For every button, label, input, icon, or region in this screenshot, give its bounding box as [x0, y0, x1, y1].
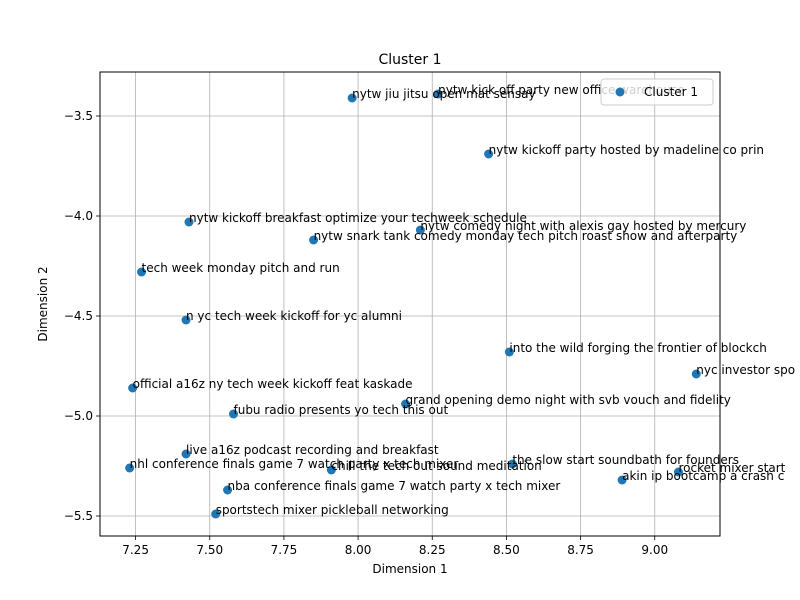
data-point-label: the slow start soundbath for founders: [512, 453, 739, 467]
legend-entry-label: Cluster 1: [644, 85, 698, 99]
data-point-label: nyc investor spo: [696, 363, 795, 377]
data-point-label: tech week monday pitch and run: [142, 261, 340, 275]
data-point-label: akin ip bootcamp a crash c: [622, 469, 784, 483]
data-point-label: nhl conference finals game 7 watch party…: [130, 457, 459, 471]
plot-frame: [99, 71, 721, 537]
grid-lines: [100, 72, 720, 536]
data-point: [484, 149, 494, 159]
data-point: [433, 89, 443, 99]
data-point: [309, 235, 319, 245]
y-tick-label: −4.0: [64, 209, 93, 223]
y-tick-label: −4.5: [64, 309, 93, 323]
x-tick-label: 8.00: [345, 543, 372, 557]
y-axis-ticks: −5.5 −5.0 −4.5 −4.0 −3.5: [64, 109, 100, 523]
x-tick-label: 9.00: [641, 543, 668, 557]
x-tick-label: 7.75: [271, 543, 298, 557]
data-point: [401, 399, 411, 409]
data-point: [326, 465, 336, 475]
data-point-label: nytw comedy night with alexis gay hosted…: [420, 219, 746, 233]
data-point-label: sportstech mixer pickleball networking: [216, 503, 449, 517]
data-point: [211, 509, 221, 519]
data-point-label: nytw jiu jitsu open mat sensay: [352, 87, 535, 101]
chart-title: Cluster 1: [378, 52, 441, 68]
data-point: [223, 485, 233, 495]
data-point-label: into the wild forging the frontier of bl…: [509, 341, 766, 355]
y-tick-label: −5.5: [64, 509, 93, 523]
data-point-label: official a16z ny tech week kickoff feat …: [133, 377, 413, 391]
legend: Cluster 1: [600, 78, 714, 106]
legend-marker: [615, 87, 625, 97]
data-point-label: rocket mixer start: [678, 461, 785, 475]
data-points: [125, 89, 701, 519]
data-point-label: chill the tech out sound meditation: [331, 459, 541, 473]
data-point: [184, 217, 194, 227]
data-point: [415, 225, 425, 235]
data-point-label: nytw kickoff party hosted by madeline co…: [489, 143, 764, 157]
data-point: [137, 267, 147, 277]
data-point: [617, 475, 627, 485]
data-point: [128, 383, 138, 393]
x-tick-label: 8.75: [567, 543, 594, 557]
data-point: [504, 347, 514, 357]
data-point: [347, 93, 357, 103]
data-point-label: nba conference finals game 7 watch party…: [228, 479, 561, 493]
data-point-label: grand opening demo night with svb vouch …: [406, 393, 731, 407]
data-point: [673, 467, 683, 477]
data-point: [181, 449, 191, 459]
data-point: [125, 463, 135, 473]
legend-box: [600, 78, 714, 106]
x-axis-label: Dimension 1: [372, 562, 447, 576]
y-axis-label: Dimension 2: [36, 266, 50, 341]
x-tick-label: 7.25: [122, 543, 149, 557]
data-point-label: nytw snark tank comedy monday tech pitch…: [314, 229, 738, 243]
data-point-label: n yc tech week kickoff for yc alumni: [186, 309, 402, 323]
data-point-label: fubu radio presents yo tech this out: [233, 403, 448, 417]
y-tick-label: −3.5: [64, 109, 93, 123]
data-point: [228, 409, 238, 419]
x-tick-label: 8.50: [493, 543, 520, 557]
data-point: [181, 315, 191, 325]
data-point: [507, 459, 517, 469]
data-point-label: live a16z podcast recording and breakfas…: [186, 443, 439, 457]
x-tick-label: 7.50: [196, 543, 223, 557]
data-point-label: nytw kickoff breakfast optimize your tec…: [189, 211, 527, 225]
y-tick-label: −5.0: [64, 409, 93, 423]
data-point: [691, 369, 701, 379]
x-axis-ticks: 7.25 7.50 7.75 8.00 8.25 8.50 8.75 9.00: [122, 536, 668, 557]
x-tick-label: 8.25: [419, 543, 446, 557]
